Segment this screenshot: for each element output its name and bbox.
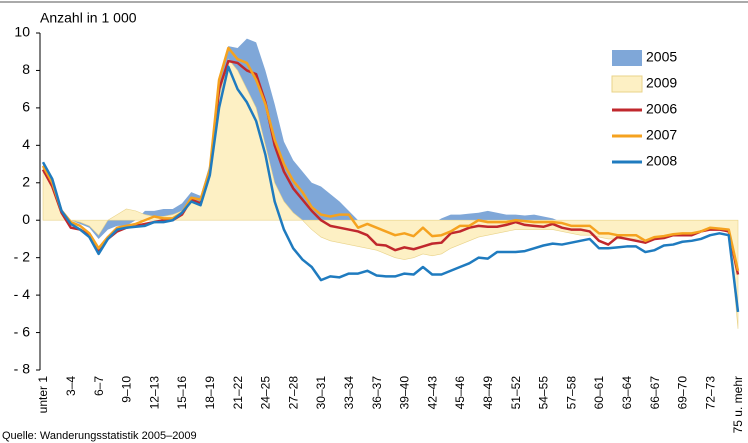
- y-tick-label: 8: [22, 61, 30, 77]
- x-tick-label: 9–10: [120, 376, 134, 403]
- y-tick-label: - 2: [14, 248, 31, 264]
- x-tick-label: 45–46: [453, 376, 467, 410]
- y-tick-label: 10: [14, 24, 30, 40]
- x-tick-label: unter 1: [36, 376, 50, 414]
- source-note: Quelle: Wanderungsstatistik 2005–2009: [2, 430, 197, 442]
- y-tick-label: 2: [22, 173, 30, 189]
- line: [41, 46, 740, 272]
- x-tick-label: 69–70: [676, 376, 690, 410]
- x-tick-label: 24–25: [259, 376, 273, 410]
- x-tick-label: 18–19: [203, 376, 217, 410]
- legend-swatch: [611, 75, 643, 93]
- x-tick-label: 12–13: [147, 376, 161, 410]
- y-tick-label: 0: [22, 211, 30, 227]
- x-tick-label: 75 u. mehr: [731, 376, 745, 433]
- x-tick-label: 30–31: [314, 376, 328, 410]
- x-tick-label: 27–28: [286, 376, 300, 410]
- legend-label: 2005: [646, 49, 677, 65]
- area: [42, 58, 739, 329]
- line: [41, 65, 740, 313]
- x-tick-label: 72–73: [703, 376, 717, 410]
- legend-swatch: [612, 50, 642, 66]
- y-tick-label: 4: [22, 136, 30, 152]
- legend-label: 2007: [646, 127, 677, 143]
- x-tick-label: 33–34: [342, 376, 356, 410]
- x-tick-label: 48–49: [481, 376, 495, 410]
- x-tick-label: 6–7: [92, 376, 106, 396]
- x-tick-label: 54–55: [537, 376, 551, 410]
- y-tick-label: - 6: [14, 323, 31, 339]
- legend-label: 2009: [646, 75, 677, 91]
- x-tick-label: 42–43: [425, 376, 439, 410]
- x-tick-label: 51–52: [509, 376, 523, 410]
- x-tick-label: 63–64: [620, 376, 634, 410]
- x-tick-label: 21–22: [231, 376, 245, 410]
- x-tick-label: 66–67: [648, 376, 662, 410]
- x-tick-label: 3–4: [64, 376, 78, 396]
- legend-label: 2006: [646, 101, 677, 117]
- y-tick-label: - 8: [14, 361, 31, 377]
- legend-label: 2008: [646, 153, 677, 169]
- x-tick-label: 39–40: [398, 376, 412, 410]
- y-tick-label: - 4: [14, 286, 31, 302]
- y-tick-label: 6: [22, 99, 30, 115]
- x-tick-label: 57–58: [564, 376, 578, 410]
- y-axis-label: Anzahl in 1 000: [40, 10, 137, 26]
- x-tick-label: 36–37: [370, 376, 384, 410]
- x-tick-label: 15–16: [175, 376, 189, 410]
- x-tick-label: 60–61: [592, 376, 606, 410]
